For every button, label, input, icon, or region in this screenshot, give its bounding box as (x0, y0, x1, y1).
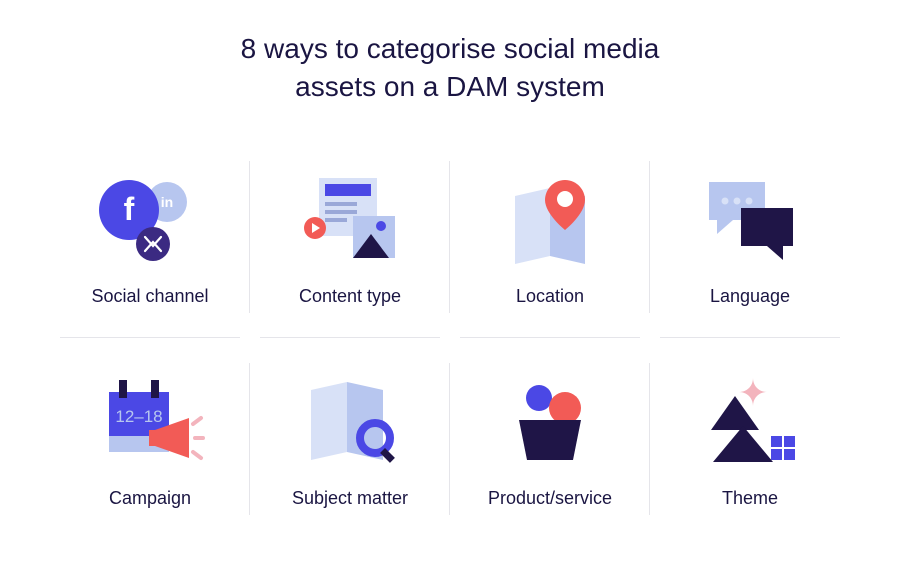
cell-social-channel: in f Social channel (50, 136, 250, 338)
title-line-2: assets on a DAM system (295, 71, 605, 102)
label-product-service: Product/service (488, 488, 612, 509)
label-location: Location (516, 286, 584, 307)
cell-product-service: Product/service (450, 338, 650, 540)
svg-text:in: in (161, 194, 173, 210)
cell-campaign: 12–18 Campaign (50, 338, 250, 540)
title-line-1: 8 ways to categorise social media (241, 33, 660, 64)
product-service-icon (490, 358, 610, 478)
cell-location: Location (450, 136, 650, 338)
svg-text:f: f (124, 191, 135, 227)
label-subject-matter: Subject matter (292, 488, 408, 509)
subject-matter-icon (290, 358, 410, 478)
label-content-type: Content type (299, 286, 401, 307)
cell-language: Language (650, 136, 850, 338)
cell-content-type: Content type (250, 136, 450, 338)
cell-theme: Theme (650, 338, 850, 540)
campaign-icon: 12–18 (90, 358, 210, 478)
theme-icon (690, 358, 810, 478)
page-title: 8 ways to categorise social media assets… (241, 30, 660, 106)
calendar-date-text: 12–18 (115, 407, 162, 426)
label-theme: Theme (722, 488, 778, 509)
location-icon (490, 156, 610, 276)
social-channel-icon: in f (90, 156, 210, 276)
label-social-channel: Social channel (91, 286, 208, 307)
label-language: Language (710, 286, 790, 307)
category-grid: in f Social channel C (50, 136, 850, 540)
content-type-icon (290, 156, 410, 276)
language-icon (690, 156, 810, 276)
label-campaign: Campaign (109, 488, 191, 509)
cell-subject-matter: Subject matter (250, 338, 450, 540)
